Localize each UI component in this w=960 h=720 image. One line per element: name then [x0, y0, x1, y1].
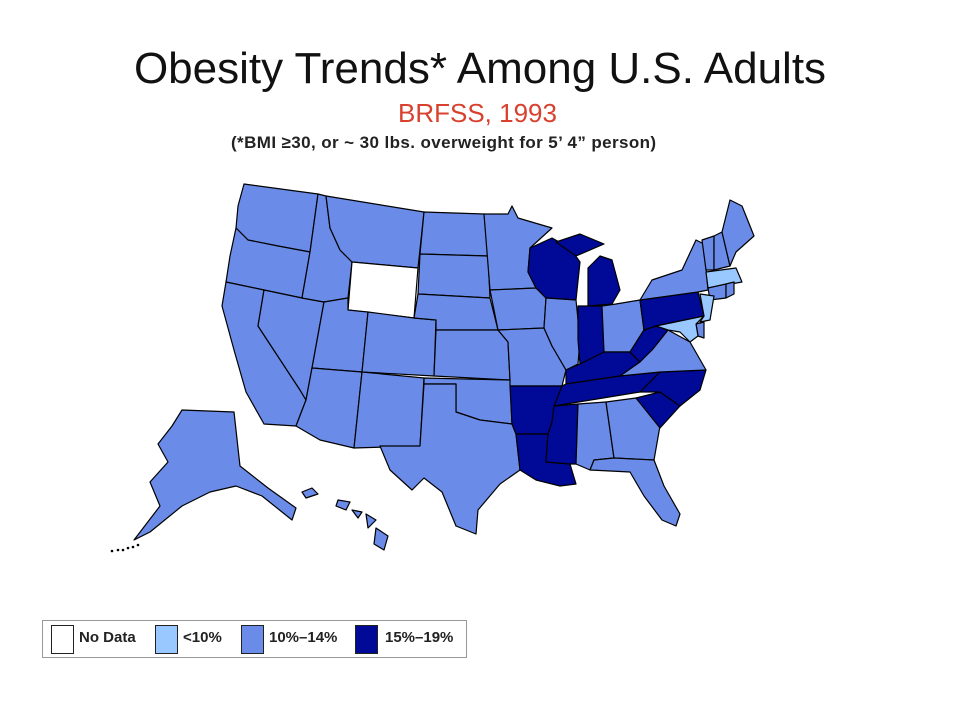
legend-swatch-lt10 [155, 625, 178, 654]
page-title: Obesity Trends* Among U.S. Adults [133, 44, 827, 93]
state-sd [417, 253, 491, 299]
state-ia [489, 287, 547, 331]
state-me [721, 199, 755, 267]
state-co [361, 311, 437, 377]
state-nj [699, 293, 715, 323]
state-ny [639, 239, 709, 301]
state-ks [433, 329, 511, 381]
legend-label-10-14: 10%–14% [269, 629, 338, 646]
state-fl [589, 457, 681, 527]
legend-swatch-15-19 [355, 625, 378, 654]
legend-swatch-no-data [51, 625, 74, 654]
legend-swatch-10-14 [241, 625, 264, 654]
legend-label-lt10: <10% [183, 629, 222, 646]
legend-label-15-19: 15%–19% [385, 629, 454, 646]
state-hi [301, 487, 389, 551]
alaska-aleutian-islands [110, 543, 140, 553]
state-nd [419, 211, 489, 257]
state-tx [379, 383, 521, 535]
state-ga [605, 397, 661, 461]
state-ak [133, 409, 297, 541]
bmi-note: (*BMI ≥30, or ~ 30 lbs. overweight for 5… [231, 133, 657, 152]
state-md [655, 315, 705, 343]
page-subtitle: BRFSS, 1993 [398, 98, 557, 128]
map-legend: No Data <10% 10%–14% 15%–19% [42, 620, 467, 658]
state-ri [725, 281, 735, 299]
state-nm [353, 371, 425, 449]
state-wy [347, 261, 419, 319]
legend-label-no-data: No Data [79, 629, 136, 646]
